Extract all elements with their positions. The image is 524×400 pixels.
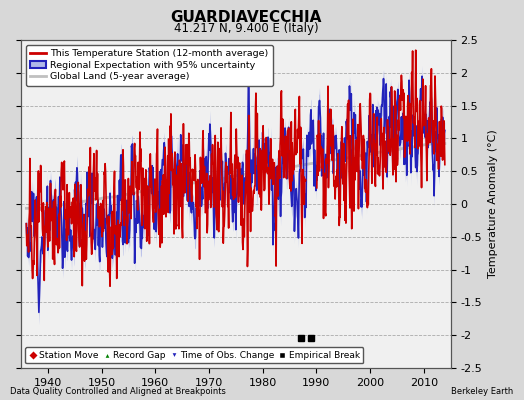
Text: 41.217 N, 9.400 E (Italy): 41.217 N, 9.400 E (Italy) (174, 22, 319, 35)
Text: Data Quality Controlled and Aligned at Breakpoints: Data Quality Controlled and Aligned at B… (10, 387, 226, 396)
Legend: Station Move, Record Gap, Time of Obs. Change, Empirical Break: Station Move, Record Gap, Time of Obs. C… (26, 347, 364, 364)
Text: GUARDIAVECCHIA: GUARDIAVECCHIA (171, 10, 322, 25)
Text: Berkeley Earth: Berkeley Earth (451, 387, 514, 396)
Y-axis label: Temperature Anomaly (°C): Temperature Anomaly (°C) (488, 130, 498, 278)
